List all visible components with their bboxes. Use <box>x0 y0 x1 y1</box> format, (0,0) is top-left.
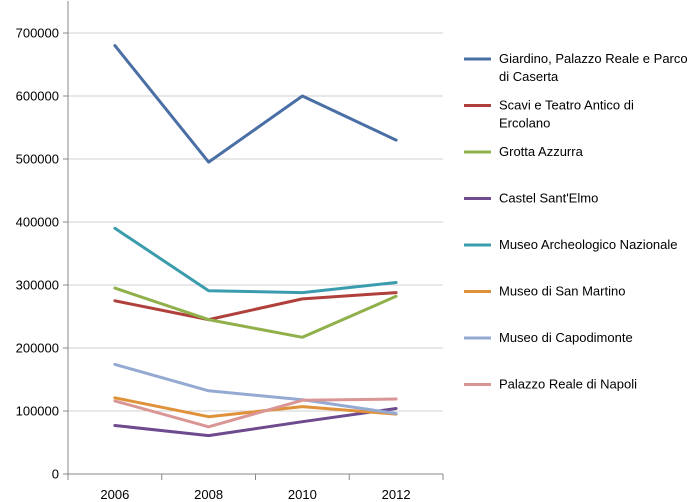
series-line-4 <box>113 407 398 438</box>
y-tick-label: 200000 <box>16 341 59 356</box>
legend-label: Museo Archeologico Nazionale <box>499 237 678 252</box>
series-line-2 <box>113 291 398 322</box>
legend-entry: Museo Archeologico Nazionale <box>464 237 678 252</box>
x-tick-label: 2010 <box>288 487 317 502</box>
y-tick-label: 500000 <box>16 152 59 167</box>
y-axis-ticks: 0 100000 200000 300000 400000 500000 600000 700… <box>16 26 68 482</box>
legend-label-line: Scavi e Teatro Antico di <box>499 98 634 113</box>
legend-entry: Museo di Capodimonte <box>464 330 633 345</box>
legend-label-line: Ercolano <box>499 116 550 131</box>
legend-label-line: di Caserta <box>499 69 559 84</box>
series-line-1 <box>113 44 398 164</box>
legend-label: Museo di San Martino <box>499 284 625 299</box>
legend-label: Grotta Azzurra <box>499 144 584 159</box>
y-tick-label: 700000 <box>16 26 59 41</box>
legend-entry: Palazzo Reale di Napoli <box>464 377 637 392</box>
legend-label-line: Palazzo Reale di Napoli <box>499 377 637 392</box>
series-line-6 <box>113 396 398 419</box>
legend-entry: Grotta Azzurra <box>464 144 584 159</box>
legend-label-line: Museo di San Martino <box>499 284 625 299</box>
legend-label-line: Museo di Capodimonte <box>499 330 633 345</box>
series-line-8 <box>113 397 398 429</box>
y-tick-label: 100000 <box>16 404 59 419</box>
series-line-5 <box>113 226 398 295</box>
legend: Giardino, Palazzo Reale e Parco di Casert… <box>464 51 688 392</box>
x-tick-label: 2008 <box>194 487 223 502</box>
series-lines <box>113 44 398 438</box>
legend-label-line: Castel Sant'Elmo <box>499 191 598 206</box>
legend-entry: Castel Sant'Elmo <box>464 191 598 206</box>
x-tick-label: 2006 <box>100 487 129 502</box>
series-line-7 <box>113 362 398 415</box>
legend-entry: Giardino, Palazzo Reale e Parco di Casert… <box>464 51 688 84</box>
y-tick-label: 400000 <box>16 215 59 230</box>
gridlines <box>68 32 443 412</box>
legend-label: Museo di Capodimonte <box>499 330 633 345</box>
legend-label-line: Grotta Azzurra <box>499 144 584 159</box>
legend-label: Giardino, Palazzo Reale e Parco di Casert… <box>499 51 688 84</box>
x-axis-ticks: 2006 2008 2010 2012 <box>67 474 444 502</box>
series-line-3 <box>113 286 398 339</box>
y-tick-label: 0 <box>52 467 59 482</box>
legend-label: Palazzo Reale di Napoli <box>499 377 637 392</box>
legend-label: Scavi e Teatro Antico di Ercolano <box>499 98 634 131</box>
x-tick-label: 2012 <box>382 487 411 502</box>
legend-entry: Scavi e Teatro Antico di Ercolano <box>464 98 634 131</box>
y-tick-label: 600000 <box>16 89 59 104</box>
legend-entry: Museo di San Martino <box>464 284 625 299</box>
legend-label-line: Giardino, Palazzo Reale e Parco <box>499 51 688 66</box>
y-tick-label: 300000 <box>16 278 59 293</box>
legend-label: Castel Sant'Elmo <box>499 191 598 206</box>
legend-label-line: Museo Archeologico Nazionale <box>499 237 678 252</box>
